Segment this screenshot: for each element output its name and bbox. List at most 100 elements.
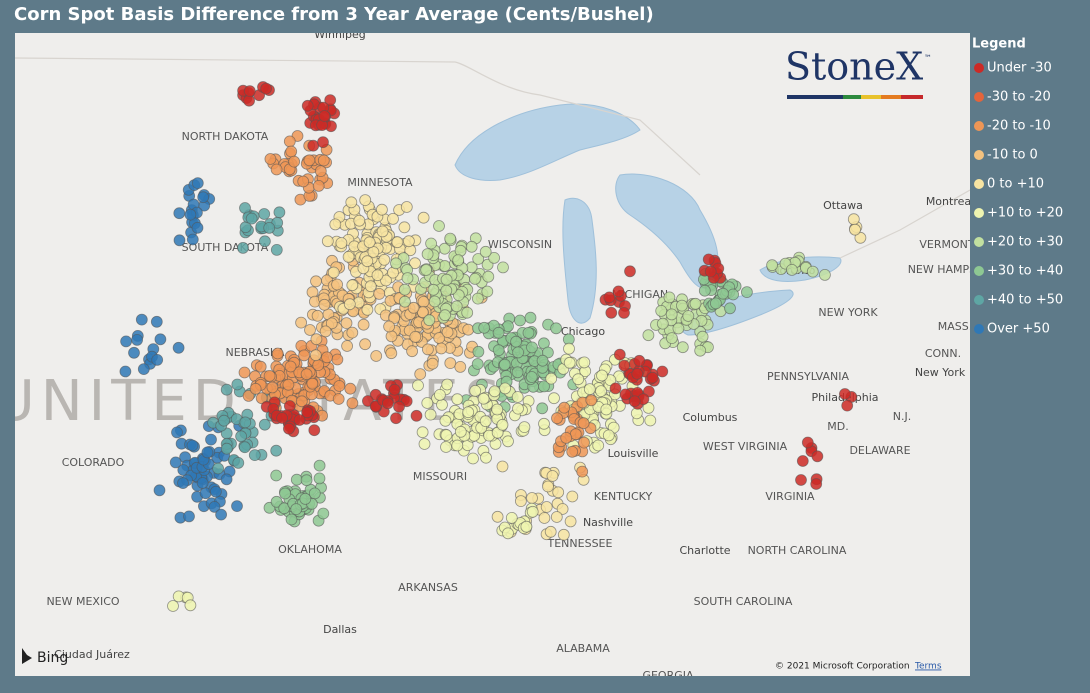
point [795,474,807,486]
place-label: N.J. [893,410,911,423]
point [235,430,248,443]
point [238,366,251,379]
point [177,477,189,490]
point [373,287,386,300]
point [538,380,550,393]
point [702,253,715,266]
point [595,385,607,398]
place-label: GEORGIA [642,669,694,682]
legend-label: 0 to +10 [987,177,1044,192]
point [191,221,204,234]
point [526,341,538,354]
point [282,422,295,435]
point [312,359,325,372]
point [849,223,861,236]
bing-text: Bing [37,650,68,666]
point [119,365,132,378]
point [201,446,214,459]
point [548,392,560,405]
point [644,414,657,427]
point [327,266,340,279]
point [511,391,524,403]
point [696,330,709,343]
point [536,402,549,415]
point [282,378,295,391]
point [841,399,854,412]
point [478,321,491,334]
legend-label: Under -30 [987,61,1052,76]
point [515,495,527,508]
point [398,283,411,296]
legend-swatch [974,208,984,218]
point [380,274,392,287]
legend-swatch [974,266,984,276]
point [184,208,197,221]
point [426,357,439,370]
point [642,329,655,342]
point [276,412,289,424]
title: Corn Spot Basis Difference from 3 Year A… [14,4,654,25]
logo-bar [901,95,923,99]
place-label: ARKANSAS [398,581,458,594]
point [452,254,465,267]
point [618,359,631,372]
place-label: Nashville [583,516,633,529]
point [440,273,453,286]
point [741,286,753,299]
point [254,360,267,373]
point [288,155,301,168]
point [313,472,326,485]
point [514,314,526,327]
point [656,317,669,330]
point [612,285,625,298]
point [212,462,225,475]
point [333,380,346,392]
point [560,431,573,444]
point [499,382,512,395]
logo-tm: ™ [924,54,932,63]
place-label: Ottawa [823,199,863,212]
point [309,349,322,362]
point [283,135,296,148]
point [538,512,551,524]
point [135,313,148,326]
point [298,349,311,362]
point [407,301,420,314]
point [263,221,276,234]
place-label: OKLAHOMA [278,543,342,556]
point [542,346,554,359]
place-label: Ciudad Juárez [54,648,130,661]
point [433,388,446,401]
point [596,369,608,382]
point [239,416,252,429]
legend-label: -20 to -10 [987,119,1051,134]
point [847,213,860,226]
point [343,298,356,311]
logo: StoneX ™ [785,45,932,99]
point [378,253,391,266]
point [359,194,372,207]
terms-link[interactable]: Terms [914,662,942,672]
point [346,279,359,292]
point [150,315,163,328]
point [421,397,434,409]
place-label: NEW MEXICO [46,595,119,608]
point [137,363,150,376]
point [471,358,484,370]
point [600,403,613,416]
point [524,311,537,324]
point [522,326,535,339]
point [171,426,183,439]
legend-label: +20 to +30 [987,235,1063,250]
point [329,218,342,231]
point [361,303,374,316]
point [325,317,338,330]
legend-swatch [974,92,984,102]
point [444,357,457,370]
point [266,381,279,394]
point [613,348,626,361]
point [609,382,622,395]
point [284,360,297,373]
place-label: CONN. [925,347,961,360]
